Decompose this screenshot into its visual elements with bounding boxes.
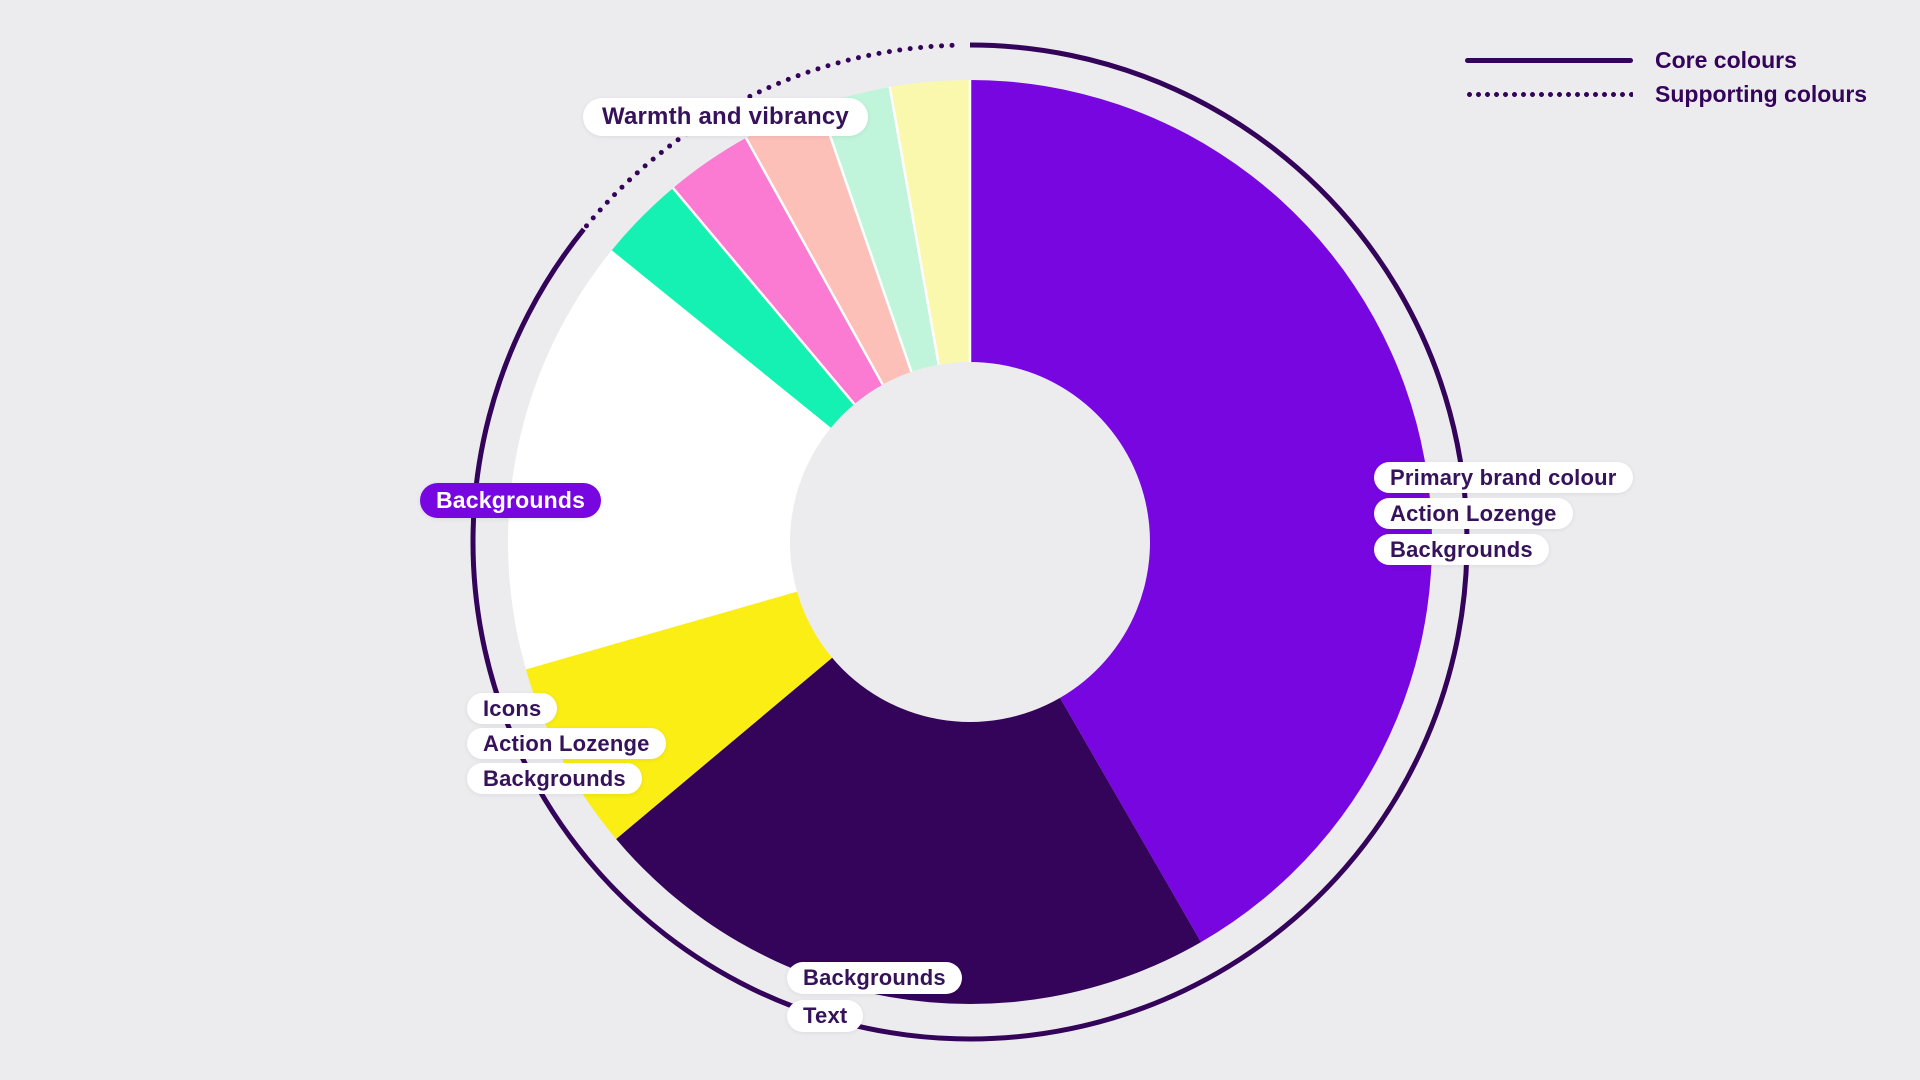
- label-backgrounds: Backgrounds: [467, 763, 642, 794]
- label-icons: Icons: [467, 693, 558, 724]
- label-warmth-and-vibrancy: Warmth and vibrancy: [583, 98, 868, 136]
- slice-separator: [888, 86, 940, 365]
- label-backgrounds: Backgrounds: [1374, 534, 1549, 565]
- legend-label-supporting: Supporting colours: [1655, 80, 1868, 107]
- label-action-lozenge: Action Lozenge: [467, 728, 666, 759]
- slice-separator: [672, 187, 856, 405]
- slice-separator: [610, 250, 831, 430]
- label-stack-primary-brand: Primary brand colour Action Lozenge Back…: [1374, 462, 1633, 565]
- supporting-colours-dotted-arc: [584, 42, 960, 229]
- label-backgrounds: Backgrounds: [787, 962, 962, 994]
- legend-item-supporting: Supporting colours: [1465, 80, 1867, 108]
- slice-pale-mint: [819, 87, 939, 372]
- slice-hot-pink: [673, 137, 883, 405]
- slice-primary-brand-purple: [970, 80, 1432, 943]
- legend-item-core: Core colours: [1465, 46, 1867, 74]
- slice-deep-purple: [616, 657, 1201, 1004]
- slice-spring-green: [610, 188, 855, 429]
- slice-pale-yellow: [889, 80, 970, 365]
- slice-separator: [744, 137, 884, 386]
- label-primary-brand-colour: Primary brand colour: [1374, 462, 1633, 493]
- label-action-lozenge: Action Lozenge: [1374, 498, 1573, 529]
- label-text: Text: [787, 1000, 864, 1032]
- label-backgrounds-white-slice: Backgrounds: [420, 483, 602, 518]
- label-stack-backgrounds-text: Backgrounds Text: [787, 962, 962, 1032]
- legend-label-core: Core colours: [1655, 46, 1797, 73]
- label-stack-icons: Icons Action Lozenge Backgrounds: [467, 693, 666, 794]
- slice-separator: [818, 104, 913, 373]
- slice-salmon-pink: [746, 105, 912, 385]
- dotted-line-swatch: [1465, 91, 1633, 97]
- core-colours-solid-arc: [470, 42, 1470, 1042]
- legend: Core colours Supporting colours: [1465, 46, 1867, 108]
- slice-white: [508, 251, 831, 670]
- solid-line-swatch: [1465, 57, 1633, 63]
